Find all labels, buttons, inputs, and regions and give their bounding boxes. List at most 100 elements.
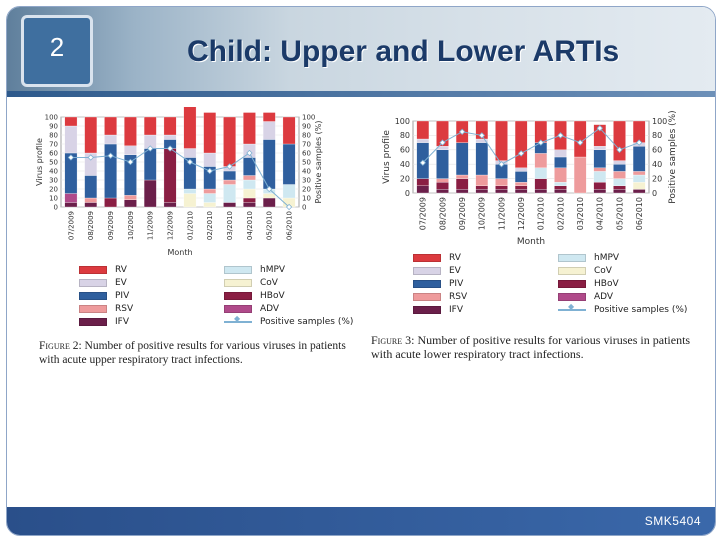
bar-rsv (593, 167, 607, 172)
y-tick-label: 60 (400, 146, 410, 155)
positive-samples-point (596, 125, 603, 132)
bar-rsv (554, 167, 567, 183)
bar-rsv (455, 174, 469, 179)
legend-swatch (558, 254, 586, 262)
bar-ifv (632, 189, 646, 194)
bar-hbov (163, 148, 177, 203)
legend-item: ADV (558, 292, 613, 302)
positive-samples-point (226, 163, 233, 170)
legend-label: HBoV (260, 291, 285, 301)
legend-swatch (558, 280, 586, 288)
legend-swatch (413, 280, 441, 288)
y-tick-label: 60 (49, 149, 58, 157)
y2-tick-label: 0 (652, 189, 657, 198)
bar-rv (632, 120, 646, 143)
legend-swatch (79, 292, 107, 300)
y2-axis-label: Positive samples (%) (668, 110, 678, 203)
legend-label: Positive samples (%) (594, 305, 688, 315)
bar-ifv (455, 189, 469, 194)
x-tick-label: 08/2009 (438, 197, 447, 230)
bar-ev (262, 121, 276, 140)
y2-tick-label: 30 (302, 176, 311, 184)
legend-swatch (79, 305, 107, 313)
bar-rv (203, 112, 217, 154)
bar-ifv (262, 197, 276, 208)
positive-samples-point (147, 145, 154, 152)
y2-tick-label: 100 (302, 113, 315, 121)
positive-samples-point (636, 139, 643, 146)
legend-label: PIV (449, 279, 464, 289)
bar-rsv (436, 178, 449, 183)
positive-samples-point (186, 158, 194, 166)
legend-item: PIV (79, 291, 129, 301)
bar-rsv (613, 171, 626, 179)
figure-3-label: Figure 3: (371, 333, 415, 347)
legend-label: Positive samples (%) (260, 317, 354, 327)
bar-hbov (104, 197, 117, 208)
legend-label: RSV (115, 304, 134, 314)
y-tick-label: 50 (49, 158, 58, 166)
bar-rv (104, 116, 117, 136)
positive-samples-point (498, 161, 505, 168)
legend-label: ADV (260, 304, 280, 314)
legend-item: CoV (224, 278, 278, 288)
y2-tick-label: 20 (652, 174, 662, 183)
bar-cov (262, 193, 276, 199)
positive-samples-point (246, 149, 253, 157)
legend-swatch (79, 318, 107, 326)
bar-hmpv (243, 179, 256, 190)
bar-rv (124, 116, 137, 146)
bar-rv (416, 120, 430, 140)
legend-item: PIV (413, 279, 463, 289)
figure-2-legend: RV EV PIV RSV IFV hMPV CoV HBoV ADV Positive samp… (79, 265, 353, 335)
y2-tick-label: 40 (302, 167, 311, 175)
x-axis-label: Month (517, 237, 545, 247)
positive-samples-point (206, 167, 213, 175)
bar-piv (613, 164, 626, 172)
y-tick-label: 40 (49, 167, 58, 175)
slide-number-badge: 2 (21, 15, 93, 87)
legend-item: RSV (413, 292, 467, 302)
y-tick-label: 0 (405, 189, 410, 198)
legend-item: HBoV (224, 291, 285, 301)
bar-ifv (223, 202, 236, 208)
bar-ifv (64, 202, 78, 208)
y2-tick-label: 50 (302, 158, 311, 166)
positive-samples-point (459, 128, 466, 135)
bar-rv (514, 120, 528, 168)
bar-rsv (495, 178, 508, 186)
x-tick-label: 09/2009 (458, 197, 467, 230)
y2-tick-label: 0 (302, 203, 306, 211)
positive-samples-line (70, 148, 290, 208)
x-axis-label: Month (167, 248, 192, 257)
legend-label: IFV (449, 305, 463, 315)
x-tick-label: 03/2010 (226, 211, 234, 240)
y-tick-label: 30 (49, 176, 58, 184)
y-tick-label: 40 (400, 160, 410, 169)
bar-rv (495, 120, 508, 161)
x-tick-label: 09/2009 (107, 211, 115, 240)
figure-3-caption-text: Number of positive results for various v… (371, 333, 691, 361)
legend-item: RSV (79, 304, 133, 314)
bar-ev (514, 167, 528, 172)
x-tick-label: 12/2009 (167, 211, 175, 240)
bar-ifv (243, 202, 256, 208)
legend-label: CoV (594, 266, 612, 276)
bar-hbov (554, 185, 567, 190)
x-tick-label: 08/2009 (87, 211, 95, 240)
bar-hbov (475, 185, 489, 190)
bar-rsv (84, 197, 98, 203)
bar-hmpv (593, 171, 607, 183)
bar-rv (163, 116, 177, 136)
bar-ifv (554, 189, 567, 194)
legend-label: PIV (115, 291, 130, 301)
positive-samples-point (439, 139, 446, 146)
y2-tick-label: 60 (652, 146, 662, 155)
bar-hmpv (282, 184, 296, 199)
bar-piv (143, 148, 157, 181)
bar-hbov (514, 185, 528, 190)
y2-tick-label: 70 (302, 140, 311, 148)
bar-hbov (613, 185, 626, 190)
bar-cov (203, 202, 217, 208)
